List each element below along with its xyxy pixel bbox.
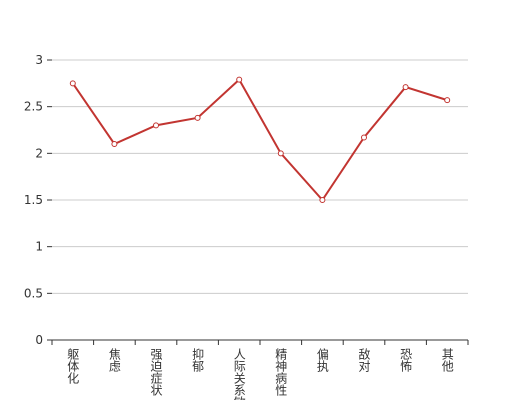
point xyxy=(444,97,451,104)
point xyxy=(153,122,159,129)
y-tick-label: 2 xyxy=(35,146,43,160)
x-tick-label: 恐怖 xyxy=(399,348,413,372)
line xyxy=(71,78,448,202)
y-tick-label: 1 xyxy=(35,240,43,254)
x-tick-label: 偏执 xyxy=(315,347,329,373)
y-tick-label: 2.5 xyxy=(24,100,43,114)
point xyxy=(277,150,284,157)
x-tick-label: 人际关系敏感 xyxy=(232,348,246,400)
point xyxy=(69,80,76,87)
y-tick-label: 0 xyxy=(35,333,43,347)
x-tick-label: 抑郁 xyxy=(191,347,205,373)
y-tick-label: 1.5 xyxy=(24,193,43,207)
point xyxy=(194,114,201,121)
x-tick-label: 强迫症状 xyxy=(149,348,163,396)
x-tick-label: 其他 xyxy=(440,348,454,372)
point xyxy=(111,141,118,147)
x-tick-label: 敌对 xyxy=(357,347,371,372)
point xyxy=(236,76,243,83)
y-tick-label: 3 xyxy=(35,53,43,67)
point xyxy=(319,197,326,203)
y-tick-label: 0.5 xyxy=(24,286,43,300)
x-tick-label: 焦虑 xyxy=(107,348,121,372)
x-tick-label: 躯体化 xyxy=(66,347,80,385)
x-tick-label: 精神病性 xyxy=(274,348,288,397)
point xyxy=(361,134,367,141)
point xyxy=(402,84,409,91)
